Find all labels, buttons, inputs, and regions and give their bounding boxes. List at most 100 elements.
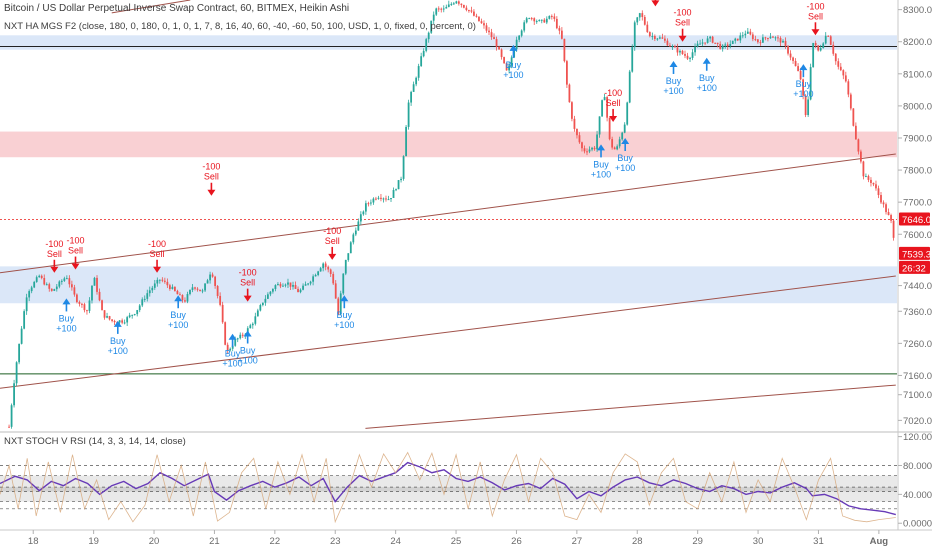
candle-body[interactable] (266, 294, 269, 299)
candle-body[interactable] (824, 35, 827, 44)
candle-body[interactable] (814, 42, 817, 46)
candle-body[interactable] (882, 202, 885, 205)
candle-body[interactable] (425, 39, 428, 51)
candle-body[interactable] (709, 36, 712, 39)
candle-body[interactable] (520, 30, 523, 36)
candle-body[interactable] (762, 37, 764, 43)
candle-body[interactable] (412, 84, 415, 92)
oscillator-axis[interactable]: 120.0000 80.0000 40.0000 0.0000 (898, 432, 932, 530)
candle-body[interactable] (128, 315, 131, 318)
candle-body[interactable] (430, 20, 433, 33)
candle-body[interactable] (297, 288, 299, 293)
candle-body[interactable] (852, 108, 855, 126)
candle-body[interactable] (854, 125, 857, 140)
candle-body[interactable] (312, 276, 315, 282)
candle-body[interactable] (440, 8, 443, 10)
candle-body[interactable] (53, 289, 56, 291)
candle-body[interactable] (88, 300, 91, 311)
candle-body[interactable] (123, 322, 126, 324)
trendline[interactable] (365, 384, 896, 429)
candle-body[interactable] (586, 151, 588, 153)
candle-body[interactable] (664, 38, 666, 41)
candle-body[interactable] (829, 36, 832, 45)
candle-body[interactable] (631, 47, 634, 72)
trendline[interactable] (111, 0, 191, 14)
candle-body[interactable] (887, 212, 890, 216)
candle-body[interactable] (289, 282, 292, 287)
candle-body[interactable] (447, 4, 450, 7)
candle-body[interactable] (23, 311, 26, 329)
candle-body[interactable] (179, 294, 181, 296)
candle-body[interactable] (199, 289, 201, 292)
candle-body[interactable] (380, 197, 382, 199)
candle-body[interactable] (591, 147, 593, 150)
candle-body[interactable] (543, 19, 546, 23)
candle-body[interactable] (214, 276, 217, 286)
candle-body[interactable] (545, 18, 548, 23)
candle-body[interactable] (354, 230, 357, 235)
candle-body[interactable] (555, 18, 558, 29)
candle-body[interactable] (405, 126, 407, 157)
candle-body[interactable] (332, 273, 335, 284)
candle-body[interactable] (153, 283, 156, 288)
candle-body[interactable] (741, 35, 744, 37)
sub-series[interactable] (0, 451, 896, 524)
candle-body[interactable] (566, 61, 568, 85)
candle-body[interactable] (287, 282, 289, 285)
candle-body[interactable] (865, 176, 867, 178)
candle-body[interactable] (711, 36, 714, 43)
candle-body[interactable] (643, 16, 646, 25)
candle-body[interactable] (867, 176, 870, 180)
candle-body[interactable] (880, 195, 882, 203)
candle-body[interactable] (611, 139, 614, 148)
candle-body[interactable] (249, 325, 252, 329)
candle-body[interactable] (538, 20, 541, 22)
candle-body[interactable] (148, 290, 151, 294)
candle-body[interactable] (251, 323, 254, 326)
candle-body[interactable] (420, 56, 423, 67)
candle-body[interactable] (402, 156, 405, 179)
candle-body[interactable] (684, 54, 686, 56)
candle-body[interactable] (754, 39, 757, 41)
candle-body[interactable] (126, 317, 129, 323)
candle-body[interactable] (616, 146, 619, 150)
candle-body[interactable] (432, 14, 435, 21)
candle-body[interactable] (583, 148, 586, 152)
candle-body[interactable] (671, 46, 674, 48)
candle-body[interactable] (470, 10, 473, 12)
candle-body[interactable] (161, 279, 164, 281)
candle-body[interactable] (83, 304, 86, 311)
candle-body[interactable] (234, 339, 237, 346)
trendline[interactable] (0, 275, 896, 389)
candle-body[interactable] (68, 278, 71, 285)
candle-body[interactable] (241, 334, 244, 336)
candle-body[interactable] (797, 66, 799, 71)
candle-body[interactable] (60, 280, 63, 282)
candle-body[interactable] (339, 293, 342, 315)
candle-body[interactable] (719, 43, 722, 49)
candle-body[interactable] (375, 198, 377, 200)
candle-body[interactable] (309, 281, 312, 284)
candle-body[interactable] (397, 180, 400, 190)
candle-body[interactable] (839, 66, 842, 71)
candle-body[interactable] (807, 99, 810, 116)
candle-body[interactable] (596, 134, 598, 150)
candle-body[interactable] (334, 283, 337, 299)
candle-body[interactable] (857, 139, 860, 152)
candle-body[interactable] (171, 286, 174, 290)
main-candles[interactable] (8, 0, 895, 429)
candle-body[interactable] (377, 197, 380, 199)
candle-body[interactable] (885, 204, 887, 213)
candle-body[interactable] (593, 147, 596, 150)
candle-body[interactable] (601, 100, 603, 117)
candle-body[interactable] (319, 268, 322, 272)
candle-body[interactable] (817, 45, 820, 51)
candle-body[interactable] (618, 139, 621, 147)
candle-body[interactable] (475, 15, 478, 17)
candle-body[interactable] (646, 24, 649, 33)
candle-body[interactable] (317, 271, 320, 275)
candle-body[interactable] (676, 47, 679, 53)
candle-body[interactable] (73, 287, 76, 295)
candle-body[interactable] (530, 18, 533, 20)
candle-body[interactable] (515, 39, 518, 50)
